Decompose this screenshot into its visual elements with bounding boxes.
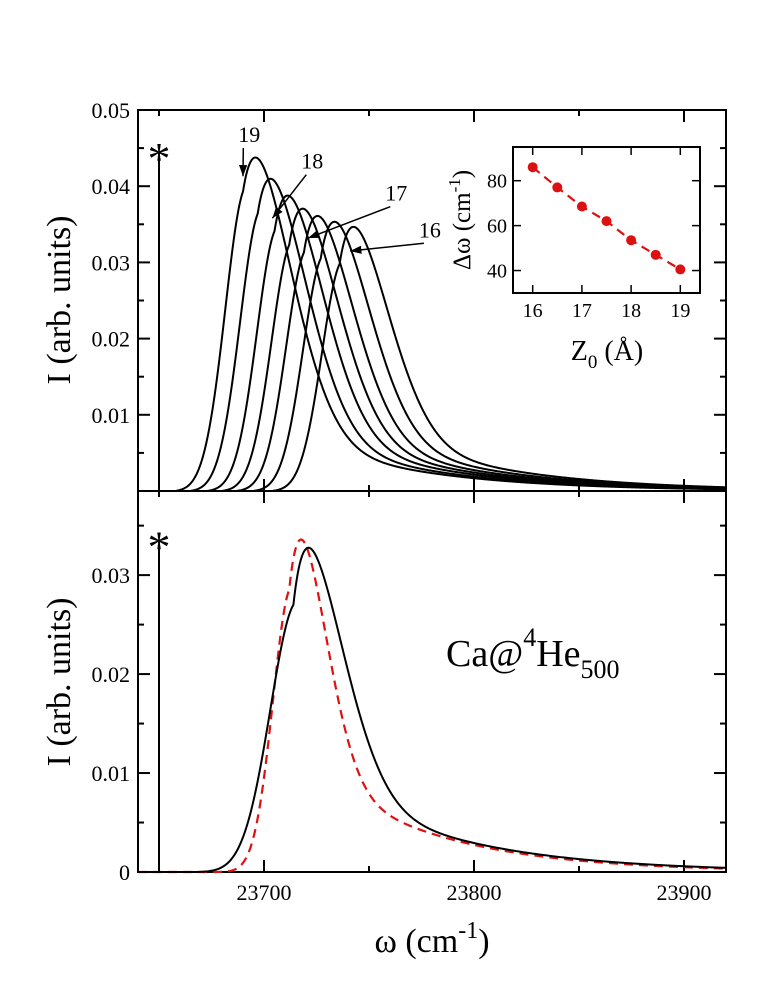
inset-point <box>601 216 612 227</box>
arrowhead-16 <box>350 245 362 254</box>
bottom-y-tick-label: 0.02 <box>92 662 131 687</box>
top-y-ticks: 0.01 0.02 0.03 0.04 0.05 <box>92 98 726 491</box>
bottom-y-tick-label: 0.01 <box>92 761 131 786</box>
inset-x-label: Z0 (Å) <box>571 336 643 373</box>
arrow-16 <box>350 242 424 252</box>
bottom-y-tick-label: 0 <box>119 860 130 885</box>
inset-panel: 16 17 18 19 40 60 80 Z0 (Å) Δω (cm-1) <box>445 146 701 373</box>
bottom-curve-dashed <box>138 538 727 874</box>
inset-x-tick-label: 17 <box>572 300 592 322</box>
curve-label-16: 16 <box>419 217 441 242</box>
curve-label-17: 17 <box>385 181 407 206</box>
bottom-ticks: 0 0.01 0.02 0.03 23700 23800 23900 <box>92 491 726 905</box>
curve-label-19: 19 <box>238 122 260 147</box>
bottom-curve-solid <box>138 546 727 873</box>
bottom-x-tick-label: 23900 <box>657 880 712 905</box>
top-y-tick-label: 0.03 <box>92 250 131 275</box>
bottom-star-marker: * <box>148 521 171 572</box>
bottom-x-tick-label: 23800 <box>447 880 502 905</box>
inset-y-tick-label: 60 <box>487 216 507 238</box>
curve-label-18: 18 <box>301 149 323 174</box>
inset-series <box>527 162 686 275</box>
arrow-17 <box>307 205 391 239</box>
inset-point <box>675 264 686 275</box>
bottom-title: Ca@4He500 <box>446 623 620 684</box>
top-star-marker: * <box>148 133 171 184</box>
top-panel: 0.01 0.02 0.03 0.04 0.05 19 18 17 16 * I (arb. … <box>41 98 727 492</box>
bottom-y-tick-label: 0.03 <box>92 563 131 588</box>
top-y-tick-label: 0.01 <box>92 403 131 428</box>
inset-point <box>626 235 637 246</box>
bottom-curves <box>138 538 727 874</box>
top-y-tick-label: 0.02 <box>92 327 131 352</box>
inset-ticks: 16 17 18 19 40 60 80 <box>487 147 700 322</box>
inset-y-tick-label: 80 <box>487 171 507 193</box>
inset-frame <box>512 146 701 294</box>
top-y-tick-label: 0.04 <box>92 174 131 199</box>
inset-point <box>650 249 661 260</box>
inset-point <box>552 182 563 193</box>
x-axis-label: ω (cm-1) <box>374 918 489 960</box>
arrowhead-18 <box>272 206 283 219</box>
inset-y-label: Δω (cm-1) <box>445 170 476 270</box>
inset-x-tick-label: 16 <box>523 300 543 322</box>
bottom-x-tick-label: 23700 <box>237 880 292 905</box>
bottom-panel-frame <box>137 490 727 873</box>
top-y-label: I (arb. units) <box>41 215 78 384</box>
top-annotations: 19 18 17 16 <box>238 122 441 254</box>
bottom-panel: 0 0.01 0.02 0.03 23700 23800 23900 * I (arb. u… <box>41 490 727 960</box>
inset-point <box>527 162 538 173</box>
inset-x-tick-label: 18 <box>621 300 641 322</box>
inset-y-tick-label: 40 <box>487 261 507 283</box>
bottom-y-label: I (arb. units) <box>41 597 78 766</box>
inset-point <box>576 201 587 212</box>
top-y-tick-label: 0.05 <box>92 98 131 123</box>
top-curve-19 <box>138 156 727 492</box>
top-curves <box>138 156 727 492</box>
arrowhead-17 <box>308 230 321 239</box>
inset-x-tick-label: 19 <box>670 300 690 322</box>
arrowhead-19 <box>239 164 248 177</box>
